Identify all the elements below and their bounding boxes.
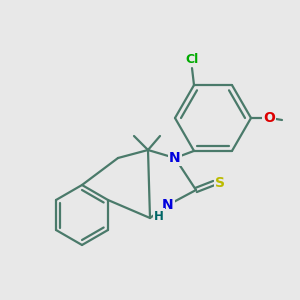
Text: Cl: Cl [185,52,199,66]
Text: H: H [154,209,164,223]
Text: O: O [263,111,275,125]
Text: N: N [162,198,174,212]
Text: N: N [169,151,181,165]
Text: S: S [215,176,225,190]
